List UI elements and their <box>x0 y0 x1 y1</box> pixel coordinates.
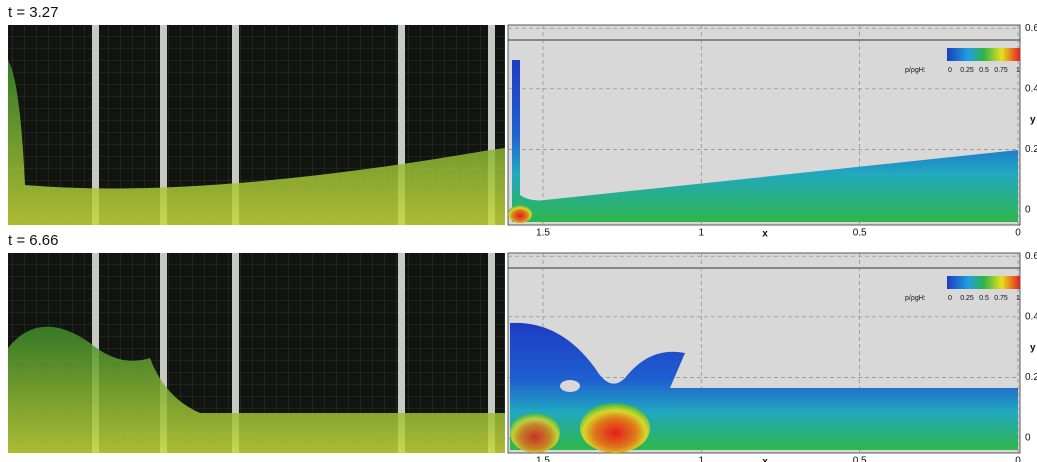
colorbar-tick-label: 0.5 <box>979 67 989 74</box>
colorbar-label: p/ρgH: <box>905 295 926 302</box>
colorbar <box>947 48 1020 61</box>
colorbar-tick-label: 1 <box>1016 295 1020 302</box>
x-tick-label: 1 <box>699 228 705 239</box>
fluid <box>512 60 1018 222</box>
time-label: t = 3.27 <box>8 4 58 21</box>
colorbar-tick-label: 0.25 <box>960 67 974 74</box>
x-axis-label: x <box>762 457 768 462</box>
y-tick-label: 0.2 <box>1025 372 1037 383</box>
fluid-hole <box>560 380 580 392</box>
y-tick-label: 0 <box>1025 433 1031 444</box>
photo-post <box>488 253 495 453</box>
photo-post <box>488 25 495 225</box>
x-tick-label: 1.5 <box>536 228 550 239</box>
colorbar-tick-label: 1 <box>1016 67 1020 74</box>
colorbar-tick-label: 0 <box>948 295 952 302</box>
colorbar-tick-label: 0.75 <box>994 295 1008 302</box>
x-tick-label: 0.5 <box>853 228 867 239</box>
photo-post <box>232 25 239 225</box>
y-tick-label: 0.6 <box>1025 23 1037 34</box>
y-tick-label: 0 <box>1025 205 1031 216</box>
x-tick-label: 0 <box>1015 228 1021 239</box>
x-axis-label: x <box>762 229 768 240</box>
y-tick-label: 0.6 <box>1025 251 1037 262</box>
colorbar-label: p/ρgH: <box>905 67 926 74</box>
photo-post <box>92 25 99 225</box>
y-tick-label: 0.2 <box>1025 144 1037 155</box>
x-tick-label: 1 <box>699 456 705 462</box>
photo-post <box>160 25 167 225</box>
x-tick-label: 1.5 <box>536 456 550 462</box>
photo-water <box>8 326 505 453</box>
time-label: t = 6.66 <box>8 232 58 249</box>
y-axis-label: y <box>1030 343 1036 354</box>
fluid-hot <box>508 205 532 223</box>
colorbar-tick-label: 0 <box>948 67 952 74</box>
y-axis-label: y <box>1030 115 1036 126</box>
y-tick-label: 0.4 <box>1025 83 1037 94</box>
colorbar <box>947 276 1020 289</box>
y-tick-label: 0.4 <box>1025 311 1037 322</box>
photo-post <box>232 253 239 453</box>
photo-post <box>398 25 405 225</box>
photo-post <box>160 253 167 453</box>
x-tick-label: 0 <box>1015 456 1021 462</box>
fluid-hot <box>580 403 650 453</box>
colorbar-tick-label: 0.25 <box>960 295 974 302</box>
colorbar-tick-label: 0.5 <box>979 295 989 302</box>
x-tick-label: 0.5 <box>853 456 867 462</box>
colorbar-tick-label: 0.75 <box>994 67 1008 74</box>
fluid-hot <box>510 413 560 453</box>
photo-post <box>398 253 405 453</box>
photo-water <box>8 60 505 225</box>
